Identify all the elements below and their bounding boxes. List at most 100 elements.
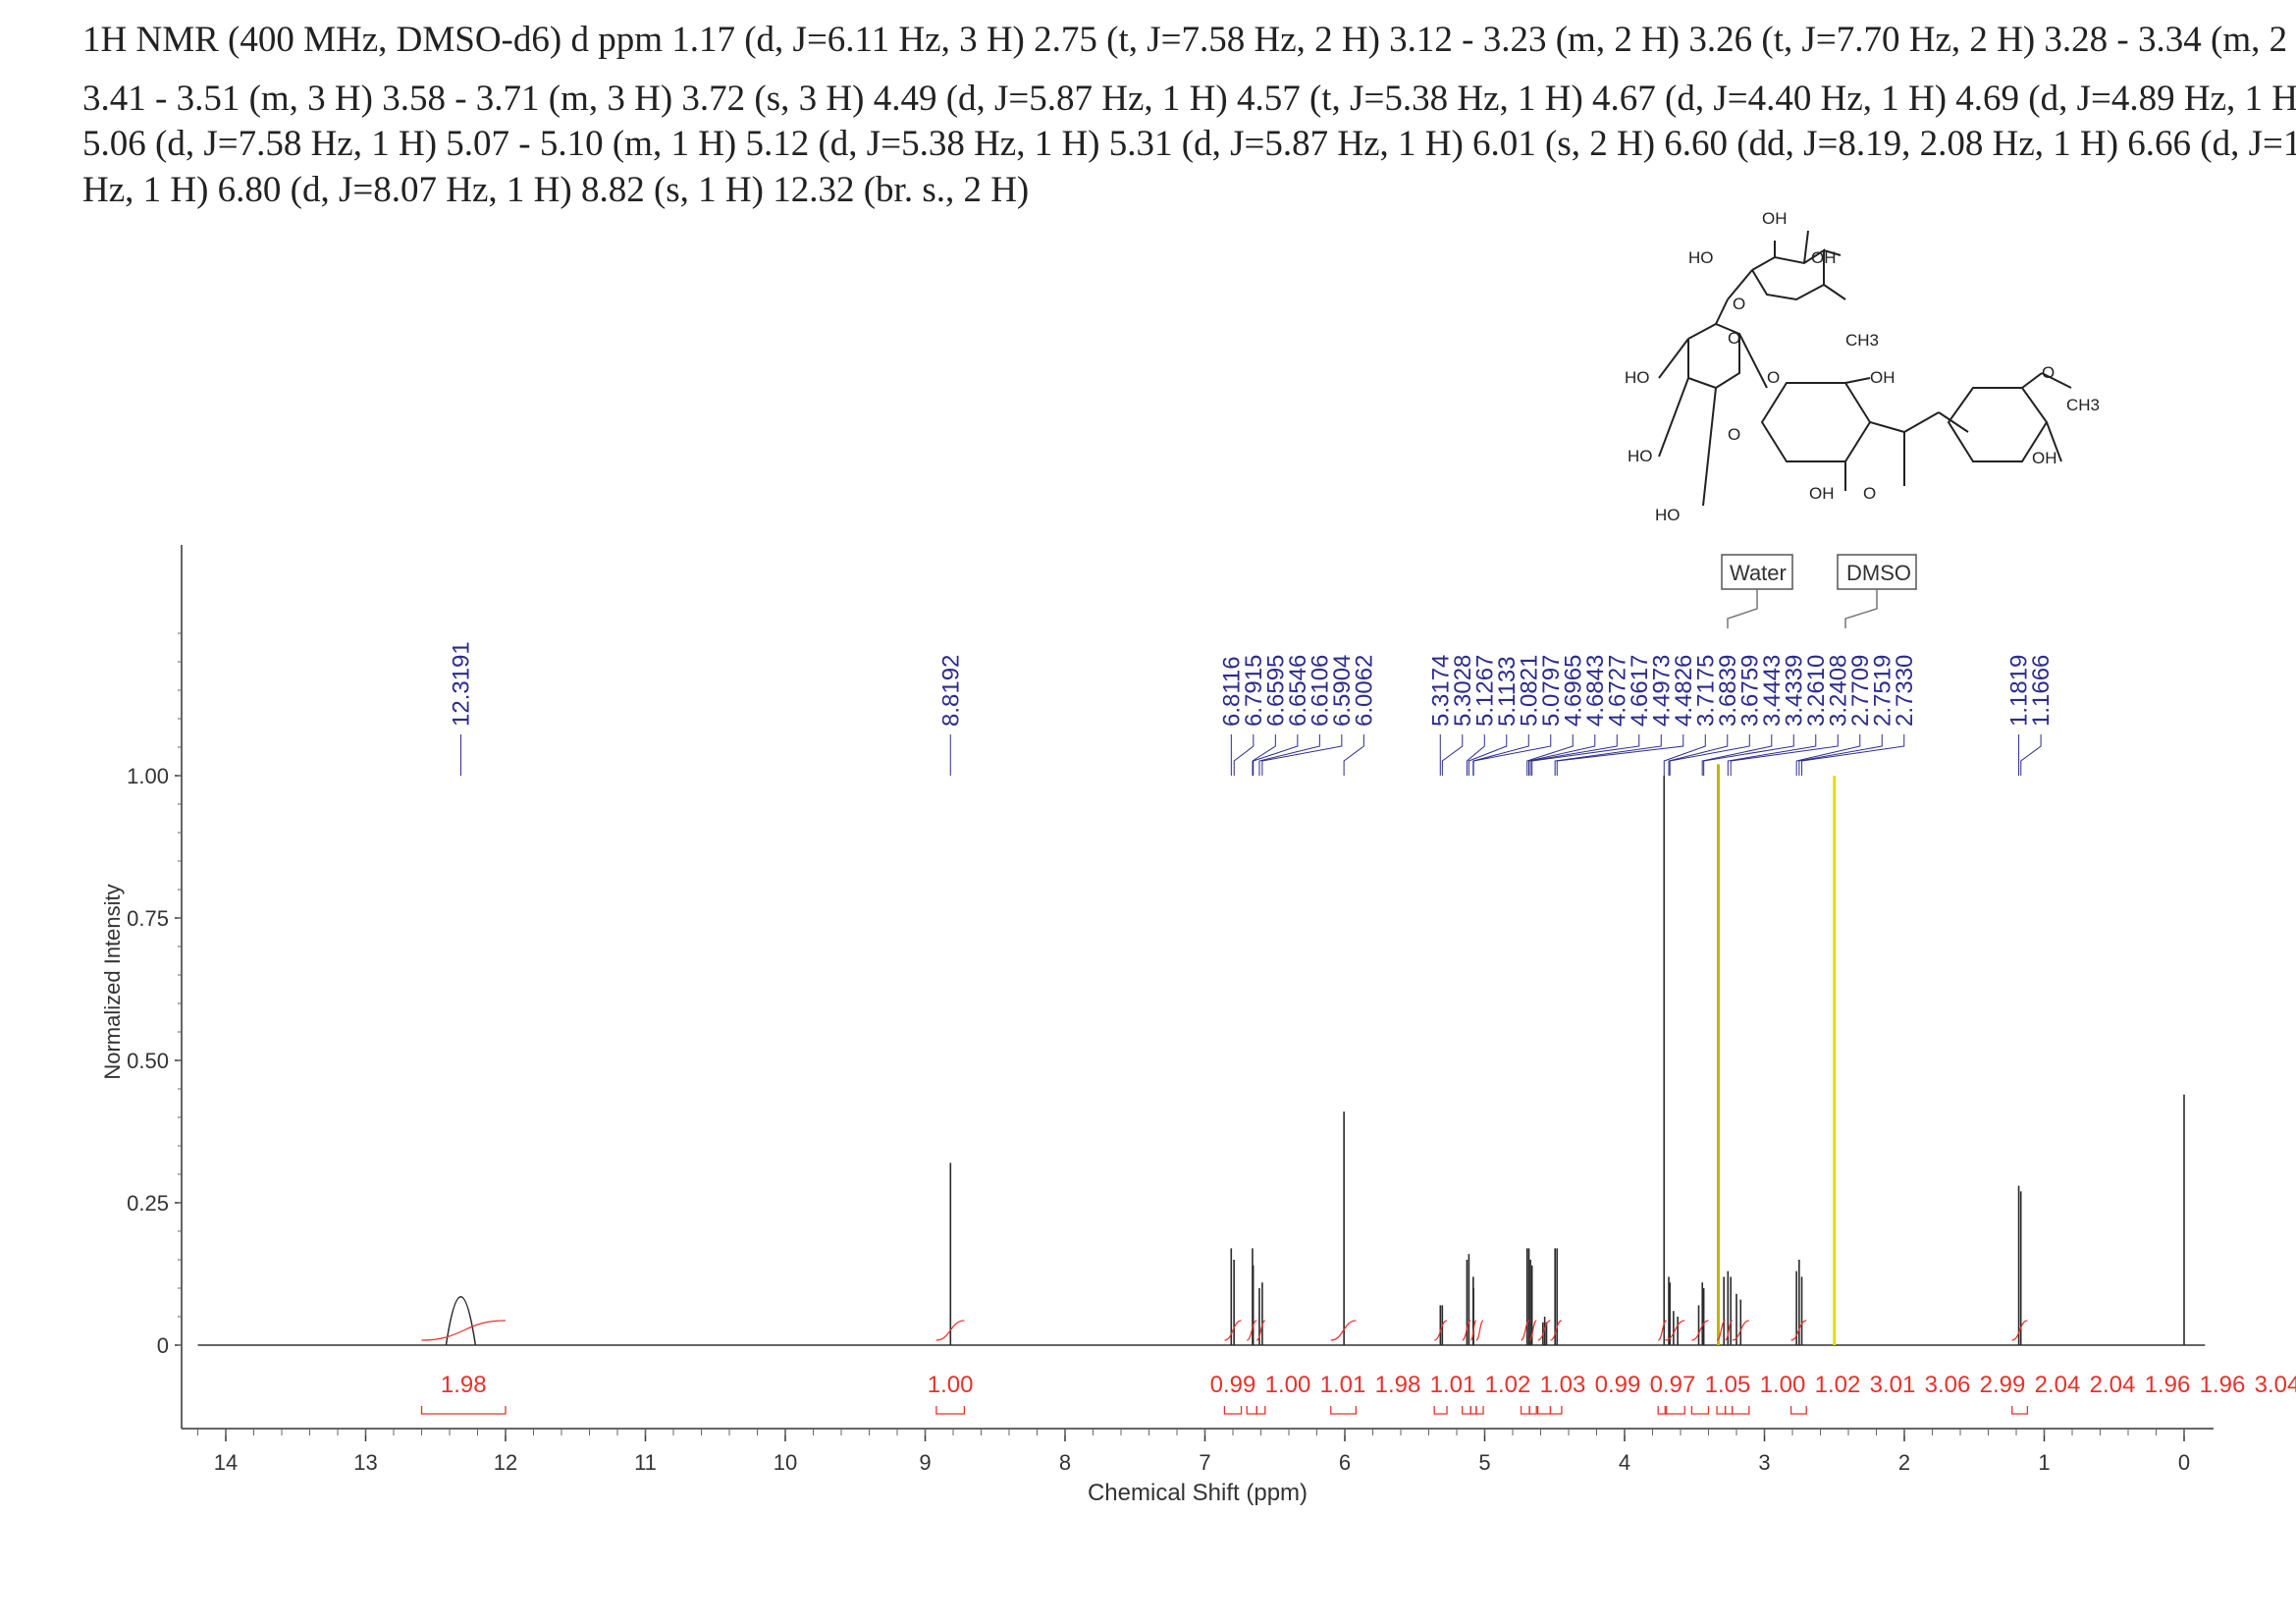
peak-label-leader bbox=[1798, 734, 1883, 776]
integral-value: 0.99 bbox=[1595, 1372, 1641, 1398]
peak-label: 12.3191 bbox=[449, 641, 475, 727]
integral-value: 1.01 bbox=[1430, 1372, 1476, 1398]
peak-label: 4.6727 bbox=[1604, 655, 1630, 727]
peak-label: 5.3028 bbox=[1450, 655, 1476, 727]
structure-label: OH bbox=[1762, 209, 1788, 228]
integral-value: 2.99 bbox=[1980, 1372, 2026, 1398]
structure-label: O bbox=[1767, 368, 1780, 387]
integral-bracket bbox=[1657, 1406, 1668, 1415]
peak-label-leader bbox=[1668, 734, 1729, 776]
integral-curve bbox=[1475, 1320, 1484, 1341]
integral-value: 2.04 bbox=[2090, 1372, 2136, 1398]
peak-label: 6.0062 bbox=[1351, 655, 1377, 727]
x-axis-ticks: 14 13 12 11 10 9 8 7 6 5 4 3 2 1 0 bbox=[197, 1429, 2190, 1475]
y-axis-label: Normalized Intensity bbox=[100, 884, 125, 1079]
x-tick-label: 7 bbox=[1199, 1450, 1210, 1475]
spectrum-layer bbox=[197, 764, 2206, 1346]
peak-label-leader bbox=[1526, 734, 1574, 776]
peak-label: 6.8116 bbox=[1218, 656, 1245, 727]
peak-label-layer: 12.3191 8.8192 6.81166.79156.65956.65466.6… bbox=[449, 641, 2055, 776]
integral-bracket bbox=[1537, 1406, 1552, 1415]
structure-label: O bbox=[1728, 329, 1740, 348]
integral-value: 1.98 bbox=[441, 1372, 487, 1398]
y-axis-ticks: 0 0.25 0.50 0.75 1.00 bbox=[127, 632, 182, 1358]
x-axis-label: Chemical Shift (ppm) bbox=[1088, 1480, 1308, 1506]
integral-curve bbox=[1732, 1320, 1749, 1341]
peak-label-leader bbox=[1531, 734, 1640, 776]
integral-value: 1.96 bbox=[2145, 1372, 2191, 1398]
integral-bracket bbox=[1716, 1406, 1727, 1415]
structure-label: OH bbox=[1811, 248, 1837, 267]
peak-label-leader bbox=[1252, 734, 1276, 776]
integral-curve bbox=[1657, 1320, 1668, 1341]
peak-label: 5.0821 bbox=[1516, 655, 1542, 727]
x-tick-label: 4 bbox=[1619, 1450, 1630, 1475]
x-tick-label: 11 bbox=[634, 1450, 657, 1475]
description-line-2: 3.41 - 3.51 (m, 3 H) 3.58 - 3.71 (m, 3 H… bbox=[82, 79, 2296, 119]
chemical-structure bbox=[1658, 230, 2072, 507]
integral-value: 1.96 bbox=[2200, 1372, 2246, 1398]
peak-label: 4.6617 bbox=[1627, 655, 1653, 727]
integral-curve bbox=[1469, 1320, 1477, 1341]
nmr-description: 1H NMR (400 MHz, DMSO-d6) d ppm 1.17 (d,… bbox=[82, 20, 2296, 210]
peak-label: 6.7915 bbox=[1241, 655, 1267, 727]
integral-value: 1.00 bbox=[1265, 1372, 1311, 1398]
integral-curve bbox=[935, 1320, 965, 1341]
integral-bracket bbox=[1469, 1406, 1477, 1415]
peak-label: 6.6106 bbox=[1307, 655, 1333, 727]
x-tick-label: 9 bbox=[919, 1450, 931, 1475]
peak-label: 1.1666 bbox=[2028, 655, 2055, 727]
peak-label-leader bbox=[1730, 734, 1839, 776]
integral-curve bbox=[1224, 1320, 1242, 1341]
peak-label: 3.4443 bbox=[1759, 655, 1786, 727]
integral-bracket bbox=[1330, 1406, 1358, 1415]
y-tick-label: 1.00 bbox=[127, 764, 169, 788]
structure-label: O bbox=[2042, 363, 2055, 382]
peak-label: 2.7330 bbox=[1892, 655, 1918, 727]
integral-curve bbox=[1528, 1320, 1537, 1341]
integral-value: 1.05 bbox=[1705, 1372, 1751, 1398]
dmso-callout-leader bbox=[1844, 589, 1878, 628]
peak-label-leader bbox=[1253, 734, 1299, 776]
structure-label: OH bbox=[1870, 368, 1896, 387]
integral-bracket bbox=[1246, 1406, 1257, 1415]
structure-label: OH bbox=[2032, 449, 2057, 467]
x-tick-label: 6 bbox=[1339, 1450, 1351, 1475]
integral-value: 0.99 bbox=[1210, 1372, 1256, 1398]
peak-label-leader bbox=[1472, 734, 1529, 776]
x-tick-label: 10 bbox=[774, 1450, 797, 1475]
peak-label-leader bbox=[1727, 734, 1817, 776]
integral-bracket bbox=[1690, 1406, 1710, 1415]
peak-label: 6.5904 bbox=[1329, 655, 1356, 727]
structure-label: O bbox=[1733, 295, 1745, 313]
peak-label: 2.7709 bbox=[1847, 655, 1874, 727]
integral-bracket bbox=[1549, 1406, 1563, 1415]
integral-curve bbox=[1550, 1320, 1563, 1341]
integral-curve bbox=[1521, 1320, 1530, 1341]
peak-label-leader bbox=[1701, 734, 1773, 776]
integral-value: 1.02 bbox=[1815, 1372, 1861, 1398]
integral-bracket bbox=[1475, 1406, 1484, 1415]
peak-label-leader bbox=[1343, 734, 1364, 776]
peak-label: 1.1819 bbox=[2006, 655, 2033, 727]
peak-label-leader bbox=[1663, 734, 1706, 776]
peak-label-leader bbox=[1795, 734, 1861, 776]
peak-label-leader bbox=[1441, 734, 1464, 776]
integral-bracket bbox=[1724, 1406, 1734, 1415]
peak-label-leader bbox=[1669, 734, 1750, 776]
integral-value: 3.04 bbox=[2255, 1372, 2296, 1398]
integral-bracket bbox=[1223, 1406, 1243, 1415]
peak-label-leader bbox=[1529, 734, 1618, 776]
integral-bracket bbox=[1528, 1406, 1537, 1415]
peak-label: 6.6595 bbox=[1262, 655, 1289, 727]
integral-curve bbox=[1255, 1320, 1266, 1341]
x-tick-label: 0 bbox=[2178, 1450, 2190, 1475]
integral-value: 1.00 bbox=[1760, 1372, 1806, 1398]
peak-label: 5.1267 bbox=[1471, 655, 1498, 727]
peak-label-leader bbox=[1703, 734, 1794, 776]
x-tick-label: 3 bbox=[1758, 1450, 1770, 1475]
y-tick-label: 0.50 bbox=[127, 1049, 169, 1073]
integral-value: 1.00 bbox=[928, 1372, 974, 1398]
integral-bracket bbox=[420, 1406, 507, 1415]
peak-label: 3.2408 bbox=[1825, 655, 1851, 727]
